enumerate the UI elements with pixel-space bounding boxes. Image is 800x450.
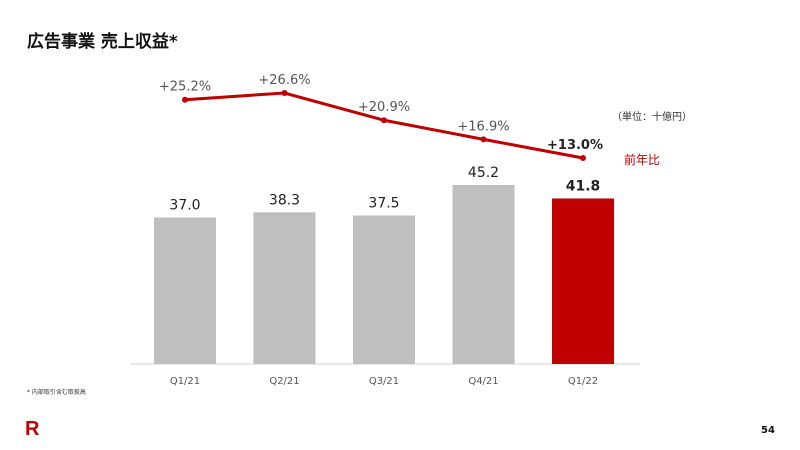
rakuten-logo: R	[25, 418, 40, 440]
yoy-point	[381, 117, 387, 124]
yoy-point	[182, 96, 188, 103]
x-tick-label: Q4/21	[468, 376, 498, 387]
bar-value-label: 38.3	[269, 192, 300, 208]
x-tick-label: Q3/21	[369, 376, 399, 387]
footnote: * 内部取引含む取扱高	[27, 389, 86, 396]
unit-label: （単位：十億円）	[612, 112, 692, 123]
yoy-point	[580, 155, 586, 162]
bar	[452, 185, 515, 364]
bar-value-label: 37.5	[368, 196, 399, 212]
bar	[552, 198, 614, 364]
yoy-label: +26.6%	[258, 73, 310, 88]
yoy-label: +16.9%	[457, 119, 509, 134]
bar	[253, 212, 316, 364]
yoy-point	[281, 90, 288, 96]
page-number: 54	[761, 425, 775, 436]
bar	[154, 217, 216, 364]
yoy-label: +13.0%	[547, 138, 603, 153]
bar-value-label: 37.0	[169, 197, 200, 213]
bar	[353, 215, 415, 364]
bar-value-label: 45.2	[468, 165, 499, 181]
bar-value-label: 41.8	[566, 178, 601, 194]
yoy-label: +20.9%	[358, 100, 410, 115]
yoy-point	[480, 136, 487, 143]
x-tick-label: Q1/22	[568, 376, 598, 387]
x-tick-label: Q1/21	[170, 376, 200, 387]
page-title: 広告事業 売上収益*	[27, 32, 178, 52]
yoy-label: +25.2%	[159, 80, 211, 95]
x-tick-label: Q2/21	[269, 376, 299, 387]
line-legend-label: 前年比	[624, 153, 661, 167]
